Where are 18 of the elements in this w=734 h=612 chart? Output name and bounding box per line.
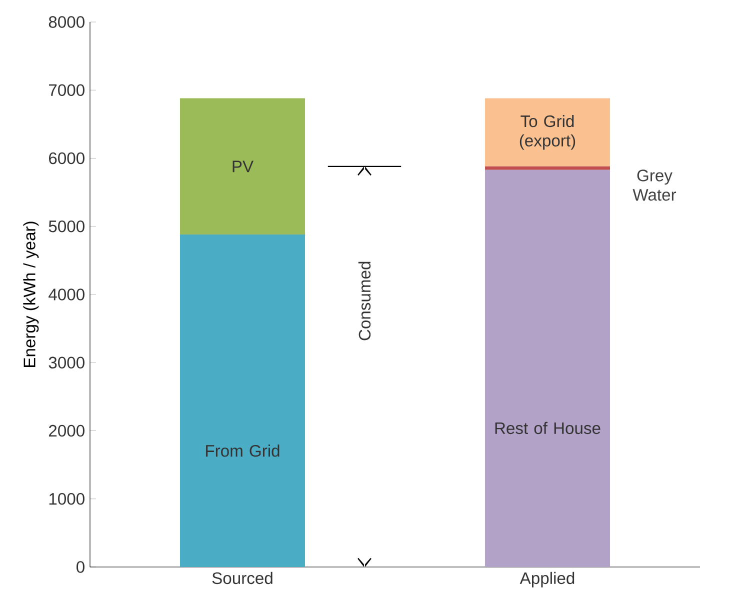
annotation: Consumed: [358, 262, 371, 340]
y-tick-label: 8000: [48, 16, 84, 28]
x-tick-label: Applied: [520, 572, 574, 588]
y-tick-label: 3000: [48, 356, 84, 368]
y-tick-label: 0: [76, 561, 84, 573]
y-axis-title: Energy (kWh / year): [23, 222, 39, 367]
y-tick-label: 2000: [48, 424, 84, 437]
y-tick-label: 4000: [48, 288, 84, 300]
y-tick-label: 7000: [49, 84, 84, 96]
y-tick-label: 5000: [48, 220, 84, 232]
series-label: To Grid (export): [520, 114, 576, 150]
series-label: Rest of House: [495, 422, 600, 434]
y-tick-label: 1000: [49, 493, 84, 505]
y-tick-label: 6000: [49, 152, 84, 164]
series-label: PV: [232, 160, 254, 172]
series-label: Grey Water: [632, 170, 676, 201]
series-label: From Grid: [206, 444, 280, 457]
x-tick-label: Sourced: [212, 572, 272, 584]
